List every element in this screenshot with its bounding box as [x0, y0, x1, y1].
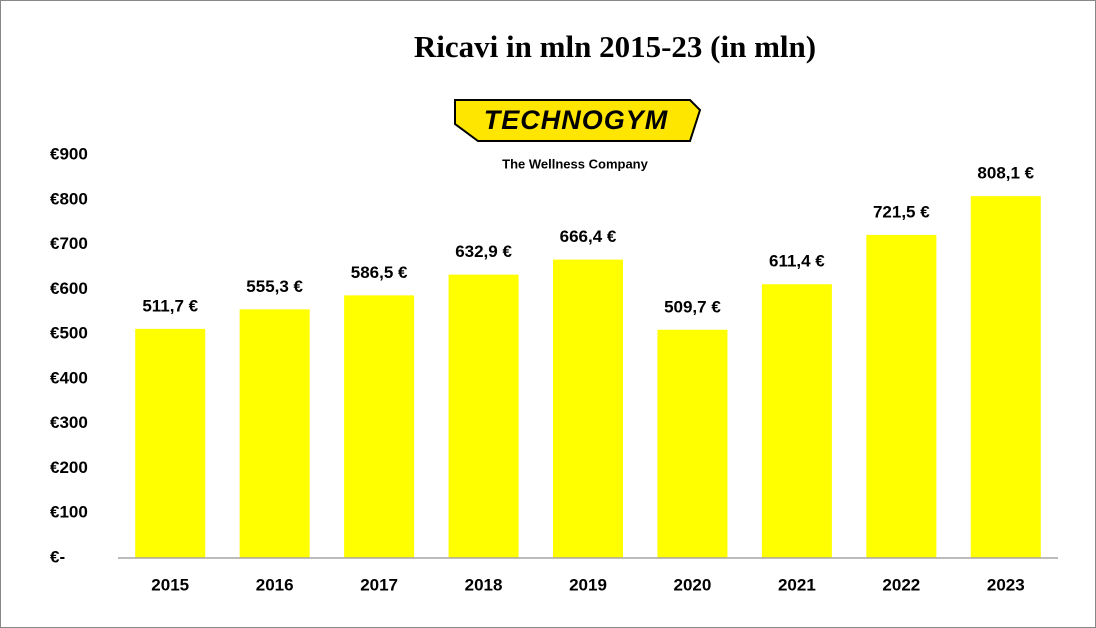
x-tick-label: 2022	[882, 575, 920, 594]
value-label: 611,4 €	[769, 252, 825, 271]
value-label: 586,5 €	[351, 263, 408, 282]
value-label: 808,1 €	[977, 164, 1034, 183]
y-tick-label: €300	[50, 413, 88, 432]
value-label: 721,5 €	[873, 202, 930, 221]
bar	[553, 259, 623, 558]
bar	[657, 329, 728, 558]
bar	[239, 309, 310, 558]
y-tick-label: €100	[50, 503, 88, 522]
logo-tagline: The Wellness Company	[502, 156, 648, 171]
bar	[344, 295, 415, 558]
y-tick-label: €500	[50, 324, 88, 343]
logo-badge	[454, 99, 702, 142]
x-tick-label: 2019	[569, 575, 607, 594]
y-tick-label: €600	[50, 279, 88, 298]
bar	[970, 196, 1041, 559]
x-tick-label: 2016	[256, 575, 294, 594]
x-tick-label: 2023	[987, 575, 1025, 594]
value-label: 509,7 €	[664, 297, 721, 316]
x-tick-label: 2018	[465, 575, 503, 594]
logo-brand: TECHNOGYM	[484, 105, 669, 135]
y-tick-label: €900	[50, 144, 88, 163]
bar	[761, 284, 832, 558]
x-tick-label: 2017	[360, 575, 398, 594]
y-tick-label: €700	[50, 234, 88, 253]
x-tick-label: 2020	[674, 575, 712, 594]
value-label: 511,7 €	[142, 296, 198, 315]
bar	[448, 274, 519, 558]
bar	[866, 234, 937, 558]
value-label: 555,3 €	[246, 277, 303, 296]
y-tick-label: €-	[50, 547, 65, 566]
y-tick-label: €200	[50, 458, 88, 477]
value-label: 632,9 €	[455, 242, 512, 261]
x-tick-label: 2021	[778, 575, 816, 594]
value-label: 666,4 €	[560, 227, 617, 246]
y-tick-label: €800	[50, 189, 88, 208]
chart-title: Ricavi in mln 2015-23 (in mln)	[414, 29, 816, 64]
bar	[135, 328, 206, 558]
y-tick-label: €400	[50, 368, 88, 387]
x-tick-label: 2015	[151, 575, 189, 594]
